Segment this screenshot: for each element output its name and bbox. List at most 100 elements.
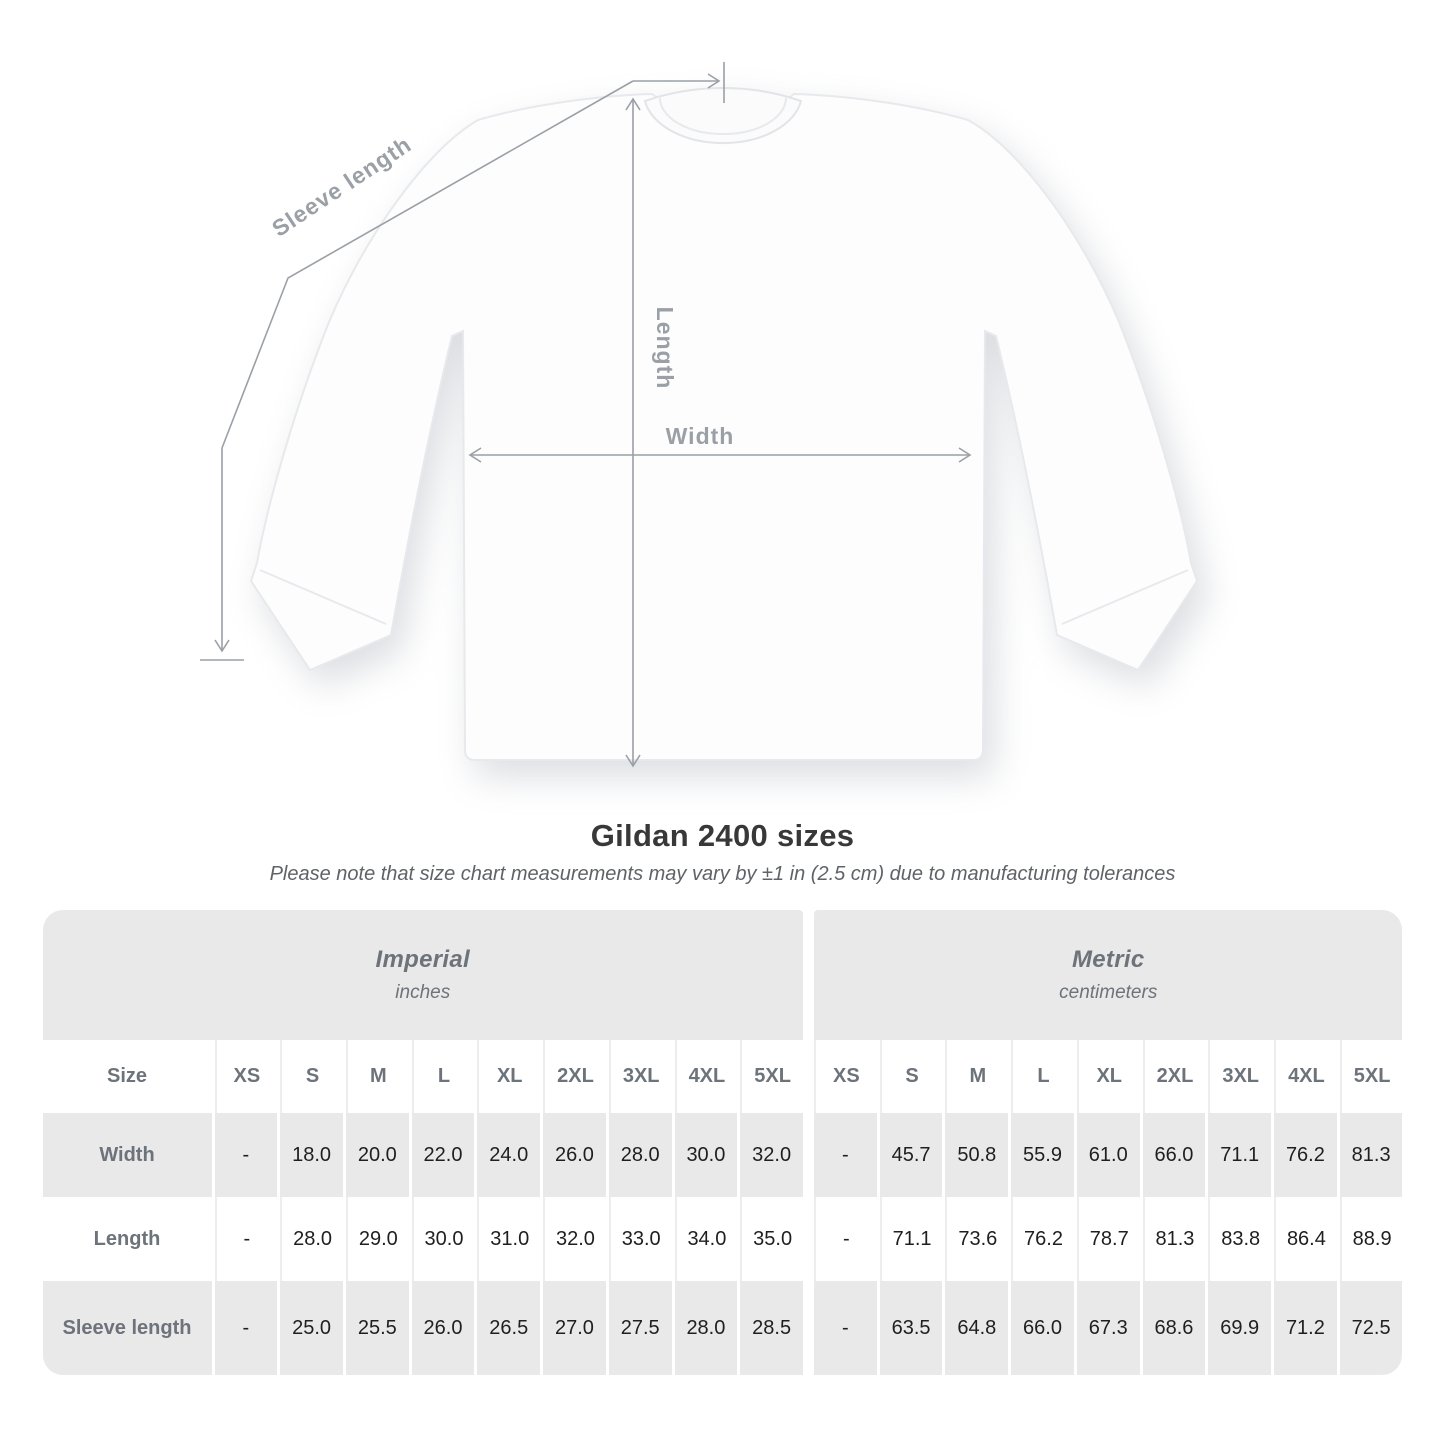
- value-cell: 28.0: [674, 1281, 738, 1375]
- size-cell: 5XL: [740, 1040, 803, 1113]
- value-cell: 26.0: [543, 1113, 606, 1197]
- value-cell: 76.2: [1274, 1113, 1337, 1197]
- measurement-arrows: [200, 62, 972, 768]
- size-cell: 2XL: [1142, 1040, 1206, 1113]
- value-cell: 27.5: [608, 1281, 672, 1375]
- size-cell: XS: [214, 1040, 278, 1113]
- value-cell: 18.0: [280, 1113, 343, 1197]
- value-cell: 88.9: [1339, 1197, 1403, 1281]
- size-cell: 4XL: [674, 1040, 738, 1113]
- size-cell: XS: [813, 1040, 877, 1113]
- value-cell: 66.0: [1142, 1113, 1206, 1197]
- metric-unit: centimeters: [1059, 982, 1158, 1003]
- length-label: Length: [652, 307, 678, 390]
- value-cell: 76.2: [1011, 1197, 1074, 1281]
- size-cell: L: [1011, 1040, 1074, 1113]
- value-cell: 28.0: [608, 1113, 672, 1197]
- value-cell: 30.0: [411, 1197, 475, 1281]
- arrowhead-right-icon: [958, 447, 972, 463]
- value-cell: 35.0: [740, 1197, 803, 1281]
- value-cell: 20.0: [345, 1113, 409, 1197]
- value-cell: 28.5: [740, 1281, 803, 1375]
- metric-group-header: Metric centimeters: [813, 910, 1403, 1040]
- group-gap: [806, 1040, 811, 1113]
- value-cell: -: [813, 1281, 877, 1375]
- value-cell: 32.0: [543, 1197, 606, 1281]
- sleeve-length-line: [221, 80, 634, 650]
- arrowhead-down-icon: [214, 639, 230, 653]
- shirt-diagram-svg: Sleeve length Length Width: [200, 62, 1199, 768]
- size-cell: 3XL: [608, 1040, 672, 1113]
- size-cell: 2XL: [543, 1040, 606, 1113]
- value-cell: 32.0: [740, 1113, 803, 1197]
- size-column-header: Size: [42, 1040, 212, 1113]
- title-block: Gildan 2400 sizes Please note that size …: [0, 818, 1445, 886]
- value-cell: -: [813, 1197, 877, 1281]
- value-cell: 66.0: [1011, 1281, 1074, 1375]
- value-cell: 29.0: [345, 1197, 409, 1281]
- shirt-measurement-diagram: Sleeve length Length Width: [200, 62, 1199, 768]
- value-cell: -: [214, 1113, 278, 1197]
- value-cell: -: [214, 1281, 278, 1375]
- value-cell: 81.3: [1142, 1197, 1206, 1281]
- value-cell: 26.0: [411, 1281, 475, 1375]
- imperial-unit: inches: [395, 982, 451, 1003]
- arrowhead-right-icon: [707, 73, 721, 89]
- value-cell: 45.7: [879, 1113, 943, 1197]
- value-cell: 71.1: [879, 1197, 943, 1281]
- value-cell: 25.5: [345, 1281, 409, 1375]
- value-cell: 61.0: [1076, 1113, 1140, 1197]
- value-cell: 30.0: [674, 1113, 738, 1197]
- value-cell: 78.7: [1076, 1197, 1140, 1281]
- size-cell: M: [945, 1040, 1009, 1113]
- value-cell: 71.1: [1208, 1113, 1272, 1197]
- value-cell: 34.0: [674, 1197, 738, 1281]
- value-cell: 28.0: [280, 1197, 343, 1281]
- row-label: Length: [42, 1197, 212, 1281]
- group-gap: [806, 1113, 811, 1197]
- value-cell: 86.4: [1274, 1197, 1337, 1281]
- arrowhead-left-icon: [468, 447, 482, 463]
- size-cell: XL: [1076, 1040, 1140, 1113]
- arrowhead-up-icon: [625, 97, 641, 111]
- imperial-group-header: Imperial inches: [42, 910, 803, 1040]
- value-cell: 69.9: [1208, 1281, 1272, 1375]
- value-cell: 83.8: [1208, 1197, 1272, 1281]
- width-label: Width: [666, 423, 735, 449]
- value-cell: 81.3: [1339, 1113, 1403, 1197]
- value-cell: 71.2: [1274, 1281, 1337, 1375]
- metric-label: Metric: [1071, 946, 1145, 973]
- size-cell: M: [345, 1040, 409, 1113]
- size-chart-table: Imperial inches Metric centimeters Size …: [42, 910, 1403, 1375]
- value-cell: 33.0: [608, 1197, 672, 1281]
- value-cell: 68.6: [1142, 1281, 1206, 1375]
- long-sleeve-shirt-image: [249, 86, 1199, 761]
- value-cell: 25.0: [280, 1281, 343, 1375]
- size-cell: S: [280, 1040, 343, 1113]
- size-cell: XL: [477, 1040, 541, 1113]
- value-cell: 73.6: [945, 1197, 1009, 1281]
- value-cell: 22.0: [411, 1113, 475, 1197]
- value-cell: 31.0: [477, 1197, 541, 1281]
- value-cell: 72.5: [1339, 1281, 1403, 1375]
- size-cell: 3XL: [1208, 1040, 1272, 1113]
- page-subtitle: Please note that size chart measurements…: [269, 863, 1176, 885]
- value-cell: 50.8: [945, 1113, 1009, 1197]
- value-cell: 67.3: [1076, 1281, 1140, 1375]
- size-cell: S: [879, 1040, 943, 1113]
- value-cell: 27.0: [543, 1281, 606, 1375]
- group-gap: [806, 1197, 811, 1281]
- imperial-label: Imperial: [375, 946, 470, 973]
- size-cell: 5XL: [1339, 1040, 1403, 1113]
- group-gap: [806, 1281, 811, 1375]
- value-cell: 24.0: [477, 1113, 541, 1197]
- size-cell: L: [411, 1040, 475, 1113]
- value-cell: -: [813, 1113, 877, 1197]
- size-cell: 4XL: [1274, 1040, 1337, 1113]
- value-cell: 26.5: [477, 1281, 541, 1375]
- row-label: Sleeve length: [42, 1281, 212, 1375]
- value-cell: 63.5: [879, 1281, 943, 1375]
- value-cell: -: [214, 1197, 278, 1281]
- arrowhead-down-icon: [625, 754, 641, 768]
- page-title: Gildan 2400 sizes: [590, 818, 855, 853]
